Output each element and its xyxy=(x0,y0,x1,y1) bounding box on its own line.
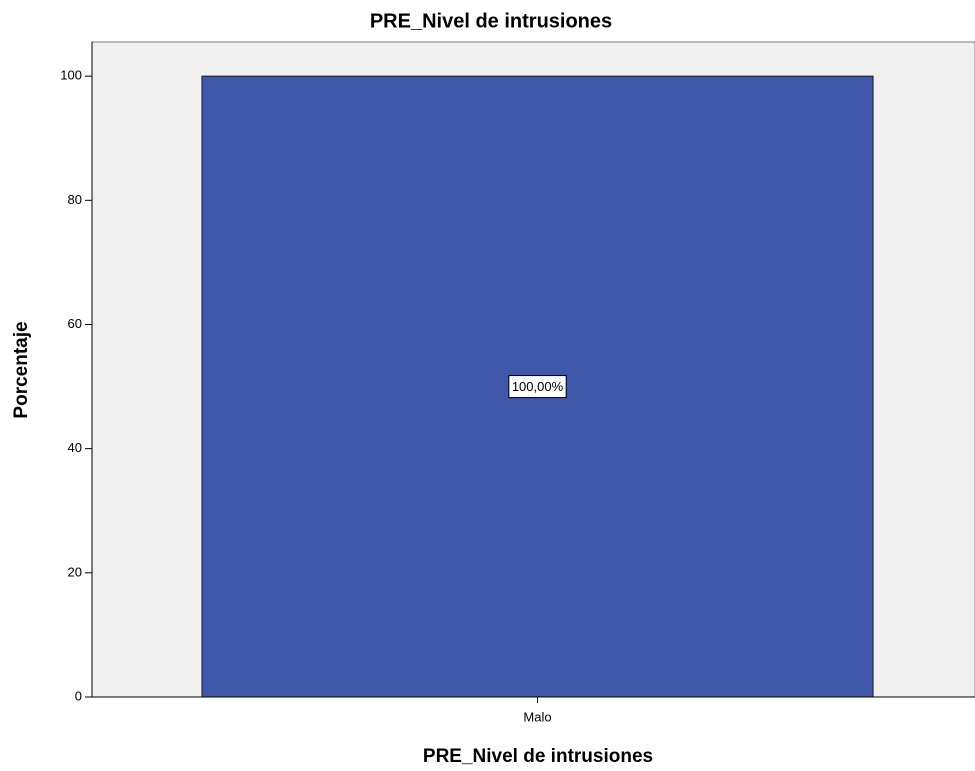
y-tick-label: 20 xyxy=(68,564,82,579)
y-tick-label: 60 xyxy=(68,316,82,331)
y-tick-label: 100 xyxy=(60,68,82,83)
x-axis-title: PRE_Nivel de intrusiones xyxy=(423,746,653,767)
y-tick-label: 0 xyxy=(75,688,82,703)
y-tick-label: 80 xyxy=(68,192,82,207)
y-axis-title: Porcentaje xyxy=(11,321,32,418)
value-label: 100,00% xyxy=(512,379,564,394)
value-label-box xyxy=(508,375,567,399)
chart-title: PRE_Nivel de intrusiones xyxy=(370,10,612,32)
x-tick-label: Malo xyxy=(523,709,551,724)
y-tick-label: 40 xyxy=(68,440,82,455)
